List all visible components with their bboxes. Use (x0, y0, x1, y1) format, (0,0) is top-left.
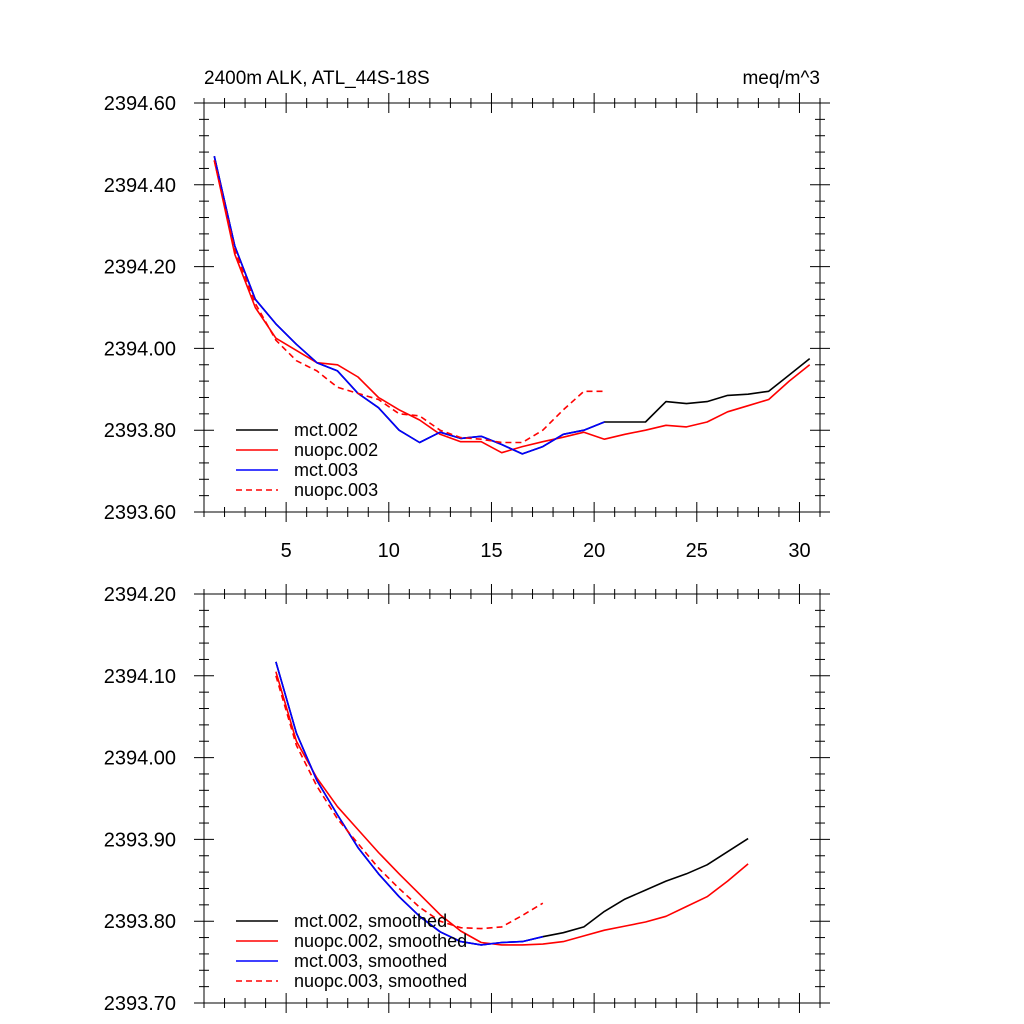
bottom-legend-label: mct.003, smoothed (294, 951, 447, 971)
top-series-line-nuopc-002 (213, 160, 811, 454)
bottom-ytick-label: 2393.70 (104, 993, 176, 1015)
top-panel: 2393.60 2393.80 2394.00 2394.20 2394.40 2394.… (104, 93, 830, 562)
top-ytick-label: 2394.00 (104, 338, 176, 360)
top-legend-label: mct.002 (294, 420, 358, 440)
top-ytick-label: 2393.80 (104, 420, 176, 442)
bottom-legend-label: nuopc.003, smoothed (294, 971, 467, 991)
bottom-series-line-nuopc-003-smoothed (275, 675, 544, 930)
top-xtick-label: 30 (788, 540, 810, 562)
bottom-ytick-label: 2393.80 (104, 911, 176, 933)
top-legend-label: nuopc.003 (294, 480, 378, 500)
top-ytick-label: 2394.40 (104, 175, 176, 197)
top-legend-label: nuopc.002 (294, 440, 378, 460)
bottom-panel: 2393.70 2393.80 2393.90 2394.00 2394.10 2394.… (104, 584, 830, 1015)
top-xtick-label: 20 (583, 540, 605, 562)
chart-units: meq/m^3 (742, 68, 820, 89)
top-xtick-label: 15 (480, 540, 502, 562)
chart-title: 2400m ALK, ATL_44S-18S (204, 68, 430, 89)
top-ytick-label: 2394.60 (104, 93, 176, 115)
top-series-line-mct-002 (213, 156, 811, 455)
top-xtick-label: 25 (686, 540, 708, 562)
bottom-series-line-mct-003-smoothed (275, 661, 543, 946)
bottom-ytick-label: 2394.00 (104, 748, 176, 770)
bottom-series-line-nuopc-002-smoothed (275, 671, 749, 946)
bottom-legend-label: nuopc.002, smoothed (294, 931, 467, 951)
bottom-plot-frame (203, 593, 821, 1004)
top-ytick-label: 2393.60 (104, 502, 176, 524)
bottom-ytick-label: 2394.10 (104, 666, 176, 688)
top-plot-frame (203, 102, 821, 513)
bottom-legend-label: mct.002, smoothed (294, 911, 447, 931)
top-ytick-label: 2394.20 (104, 257, 176, 279)
top-series-line-nuopc-003 (213, 160, 605, 444)
top-xtick-label: 5 (281, 540, 292, 562)
bottom-ytick-label: 2393.90 (104, 829, 176, 851)
bottom-series-line-mct-002-smoothed (275, 661, 749, 946)
top-legend-label: mct.003 (294, 460, 358, 480)
bottom-ticks (194, 584, 830, 1013)
top-series-line-mct-003 (213, 156, 605, 455)
bottom-ytick-label: 2394.20 (104, 584, 176, 606)
top-xtick-label: 10 (378, 540, 400, 562)
top-ticks (194, 93, 830, 522)
